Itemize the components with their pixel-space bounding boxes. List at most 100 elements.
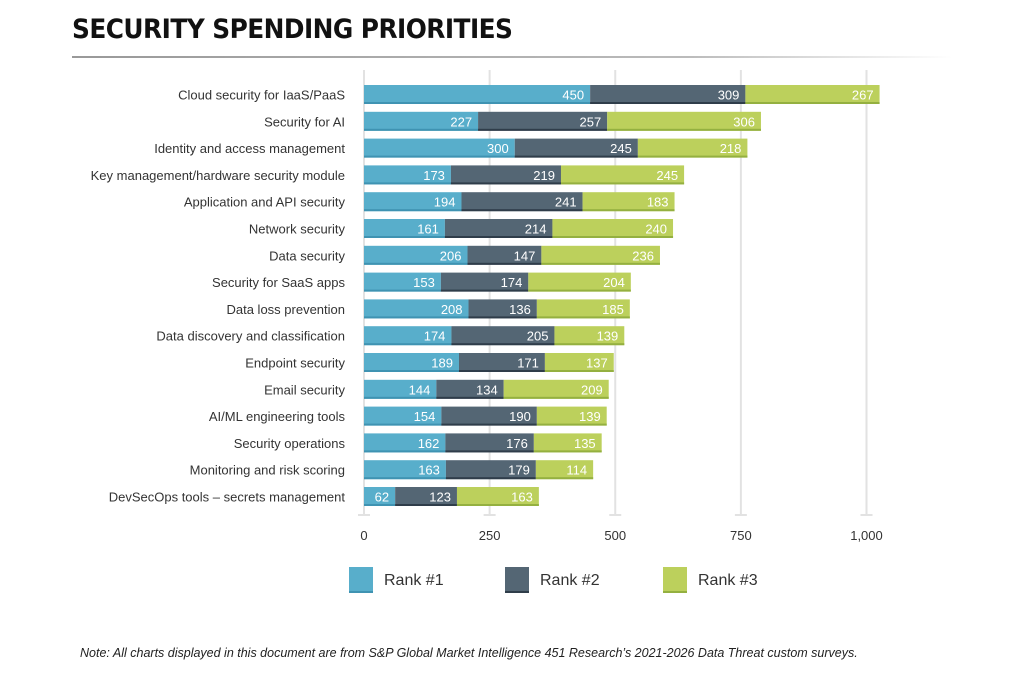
bar-segment-rank-2 (451, 326, 555, 346)
value-label: 227 (450, 114, 472, 129)
bar-segment-shadow (467, 262, 542, 265)
value-label: 147 (514, 248, 536, 263)
category-label: Key management/hardware security module (91, 168, 345, 183)
bar-segment-rank-3 (533, 433, 602, 453)
bar-segment-shadow (364, 182, 451, 185)
bar-segment-rank-2 (445, 433, 534, 453)
bar-segment-shadow (441, 423, 537, 426)
bar-segment-rank-1 (364, 165, 451, 185)
value-label: 163 (511, 490, 533, 505)
bar-segment-rank-2 (458, 353, 545, 372)
bar-segment-shadow (364, 477, 446, 480)
bar-segment-shadow (533, 450, 602, 453)
bar-segment-shadow (535, 477, 594, 480)
bar-segment-rank-2 (440, 272, 529, 292)
x-tick-label: 0 (360, 528, 367, 543)
x-tick-label: 1,000 (850, 528, 883, 543)
bar-segment-rank-3 (456, 487, 539, 506)
bar-segment-rank-3 (552, 219, 674, 238)
bar-segment-rank-3 (544, 353, 614, 372)
value-label: 62 (375, 490, 389, 505)
bar-segment-rank-3 (503, 379, 609, 399)
bar-segment-rank-2 (478, 111, 608, 131)
bar-segment-shadow (503, 396, 609, 399)
bar-segment-shadow (395, 504, 457, 506)
bar-segment-rank-1 (364, 353, 459, 372)
bar-segment-shadow (560, 182, 685, 185)
category-label: Endpoint security (245, 356, 345, 371)
legend-label: Rank #2 (540, 572, 600, 589)
value-label: 214 (525, 222, 547, 237)
value-label: 174 (501, 275, 523, 290)
category-label: Data discovery and classification (156, 329, 345, 344)
category-label: AI/ML engineering tools (209, 409, 346, 424)
legend-swatch-shadow (663, 591, 687, 593)
legend-swatch-shadow (505, 591, 529, 593)
bar-segment-rank-2 (450, 165, 561, 185)
legend-label: Rank #1 (384, 572, 444, 589)
value-label: 189 (431, 356, 453, 371)
bar-segment-shadow (445, 450, 534, 453)
bar-segment-shadow (536, 423, 607, 426)
value-label: 300 (487, 141, 509, 156)
bar-segment-shadow (450, 182, 561, 185)
bar-segment-shadow (478, 128, 608, 131)
bar-segment-shadow (541, 262, 660, 265)
value-label: 135 (574, 436, 596, 451)
bar-segment-shadow (440, 289, 529, 292)
bars: 450 309 267 227 257 306 300 245 218 173 219 245 194 2… (364, 85, 880, 506)
bar-segment-shadow (364, 423, 442, 426)
value-label: 450 (562, 88, 584, 103)
bar-segment-rank-3 (637, 138, 748, 158)
bar-segment-shadow (364, 450, 446, 453)
value-label: 134 (476, 382, 498, 397)
legend-label: Rank #3 (698, 572, 758, 589)
value-label: 162 (418, 436, 440, 451)
bar-segment-rank-1 (364, 379, 437, 399)
value-label: 154 (414, 409, 436, 424)
bar-segment-shadow (528, 289, 631, 292)
category-label: Security operations (234, 436, 346, 451)
value-label: 209 (581, 382, 603, 397)
value-label: 208 (441, 302, 463, 317)
category-labels: Cloud security for IaaS/PaaS Security for… (91, 88, 346, 505)
bar-segment-shadow (364, 209, 462, 212)
value-label: 236 (632, 248, 654, 263)
bar-segment-shadow (458, 370, 545, 372)
value-label: 163 (418, 463, 440, 478)
legend-swatch-shadow (349, 591, 373, 593)
category-label: Security for AI (264, 114, 345, 129)
bar-segment-shadow (514, 155, 638, 158)
bar-segment-rank-2 (461, 192, 583, 212)
value-label: 219 (533, 168, 555, 183)
bar-segment-rank-3 (536, 299, 630, 319)
value-label: 144 (409, 382, 431, 397)
bar-segment-shadow (445, 477, 536, 480)
value-label: 114 (566, 463, 587, 478)
bar-segment-rank-3 (582, 192, 675, 212)
value-label: 161 (417, 222, 439, 237)
bar-segment-rank-2 (395, 487, 457, 506)
bar-segment-shadow (451, 343, 555, 346)
bar-segment-shadow (364, 236, 445, 238)
bar-segment-rank-2 (590, 85, 746, 104)
category-label: Monitoring and risk scoring (190, 463, 345, 478)
bar-segment-shadow (607, 128, 761, 131)
bar-segment-rank-3 (607, 111, 761, 131)
bar-segment-rank-1 (364, 85, 591, 104)
category-label: Data loss prevention (226, 302, 345, 317)
category-label: Network security (249, 222, 346, 237)
bar-segment-rank-3 (536, 406, 607, 426)
bar-segment-rank-1 (364, 111, 479, 131)
value-label: 245 (656, 168, 678, 183)
bar-segment-shadow (590, 102, 746, 104)
legend-swatch-rank-2 (505, 567, 529, 593)
value-label: 136 (509, 302, 531, 317)
value-label: 153 (413, 275, 435, 290)
value-label: 257 (580, 114, 602, 129)
value-label: 309 (718, 88, 740, 103)
value-label: 183 (647, 195, 669, 210)
bar-segment-rank-1 (364, 326, 452, 346)
bar-segment-rank-2 (514, 138, 638, 158)
legend-swatch-rank-1 (349, 567, 373, 593)
